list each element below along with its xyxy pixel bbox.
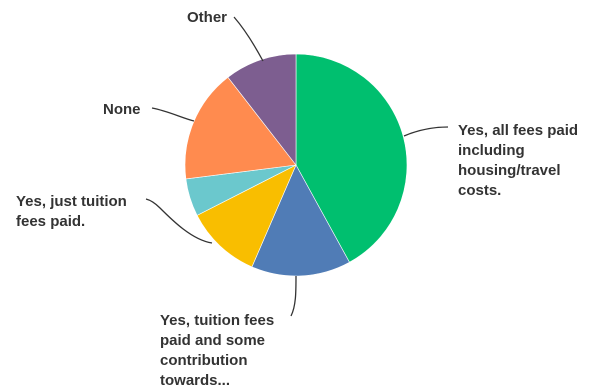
pie-slice-none [184,76,297,180]
leader-line-other [233,16,264,62]
slice-label-none: None [103,101,141,118]
slice-label-line: Yes, all fees paid [458,122,578,139]
pie-slice-yes-just-tuition-fees-paid [196,164,297,268]
leader-line-none [151,107,195,122]
slice-label-line: None [103,101,141,118]
slice-label-line: Yes, just tuition [16,193,127,210]
leader-line-yes-all-fees-paid-including-housing-travel-costs [403,126,449,137]
slice-label-line: costs. [458,182,501,199]
slice-label-other: Other [187,9,227,26]
slice-label-yes-just-tuition-fees-paid: Yes, just tuition fees paid. [16,193,127,230]
label-leader-lines [145,16,449,317]
pie-slice-yes-all-fees-paid-including-housing-travel-costs [295,53,408,263]
slice-label-line: fees paid. [16,213,85,230]
leader-line-yes-tuition-fees-paid-and-some-contribution-towards [290,275,297,317]
slice-labels: Yes, all fees paid including housing/trave… [16,9,578,387]
pie-slice-yes-tuition-fees-paid-and-some-contribution-towards [251,164,350,277]
slice-label-yes-tuition-fees-paid-and-some-contribution-towards: Yes, tuition fees paid and some contributi… [160,312,274,387]
slice-label-line: Other [187,9,227,26]
slice-label-line: paid and some [160,332,265,349]
slice-label-line: housing/travel [458,162,561,179]
pie-slice-other [227,53,297,166]
slice-label-yes-all-fees-paid-including-housing-travel-costs: Yes, all fees paid including housing/trave… [458,122,578,199]
slice-label-line: contribution [160,352,247,369]
slice-label-line: Yes, tuition fees [160,312,274,329]
leader-line-yes-just-tuition-fees-paid [145,198,213,244]
slice-label-line: including [458,142,525,159]
slice-label-line: towards... [160,372,230,387]
pie-slices [184,53,408,277]
